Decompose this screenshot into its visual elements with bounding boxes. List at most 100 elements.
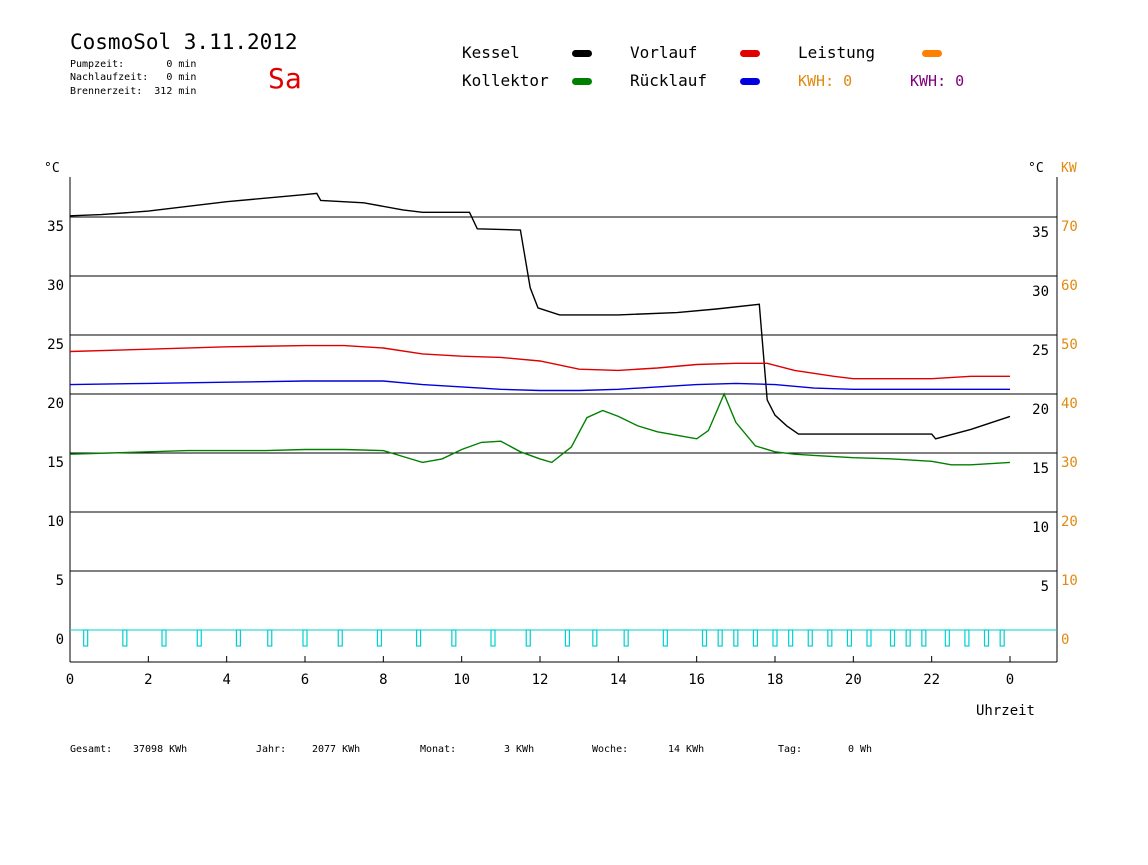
pump-pulse-marker	[122, 629, 128, 647]
x-tick-label: 18	[767, 672, 784, 688]
y-tick-label-kw: 50	[1061, 337, 1078, 353]
x-tick-label: 20	[845, 672, 862, 688]
y-tick-label-right: 20	[1032, 402, 1049, 418]
y-axis-unit-kw: KW	[1061, 161, 1077, 176]
y-tick-label-left: 20	[47, 396, 64, 412]
kwh-counter-purple: KWH: 0	[910, 72, 965, 90]
footer-woche-label: Woche:	[592, 744, 629, 755]
y-tick-label-right: 35	[1032, 225, 1049, 241]
chart-title: CosmoSol 3.11.2012	[70, 30, 298, 54]
pump-pulse-marker	[827, 629, 833, 647]
pump-pulse-marker	[525, 629, 531, 647]
pump-pulse-marker	[302, 629, 308, 647]
x-tick-label: 0	[1006, 672, 1014, 688]
pump-pulse-marker	[161, 629, 167, 647]
footer-tag-value: 0 Wh	[848, 744, 873, 755]
pump-pulse-marker	[592, 629, 598, 647]
legend-label-kessel: Kessel	[462, 43, 520, 62]
pump-pulse-marker	[717, 629, 723, 647]
pump-pulse-marker	[376, 629, 383, 647]
x-axis-label: Uhrzeit	[976, 703, 1035, 719]
footer-gesamt-label: Gesamt:	[70, 744, 113, 755]
legend-label-leistung: Leistung	[798, 43, 876, 62]
footer-gesamt-value: 37098 KWh	[133, 744, 188, 755]
y-tick-label-left: 5	[56, 573, 64, 589]
y-tick-label-kw: 60	[1061, 278, 1078, 294]
y-tick-label-left: 10	[47, 514, 64, 530]
pump-pulse-marker	[415, 629, 422, 647]
x-tick-label: 0	[66, 672, 74, 688]
pump-pulse-marker	[752, 629, 759, 647]
legend-swatch-kessel	[572, 50, 592, 57]
pump-pulse-marker	[451, 629, 457, 647]
legend-swatch-vorlauf	[740, 50, 760, 57]
pump-pulse-marker	[866, 629, 872, 647]
legend-label-vorlauf: Vorlauf	[630, 43, 698, 62]
pump-pulse-marker	[701, 629, 708, 647]
temperature-chart: 0 2 4 6 8 10 12 14 16 18 20 22 035302520151050353025…	[44, 161, 1078, 719]
x-tick-label: 14	[610, 672, 627, 688]
footer-jahr-label: Jahr:	[256, 744, 287, 755]
pump-pulse-marker	[944, 629, 950, 647]
pump-pulse-marker	[788, 629, 794, 647]
y-tick-label-kw: 20	[1061, 514, 1078, 530]
stat-nachlaufzeit: Nachlaufzeit: 0 min	[70, 72, 197, 83]
pump-pulse-marker	[564, 629, 571, 647]
series-line-ruecklauf	[69, 380, 1010, 392]
pump-pulse-marker	[807, 629, 813, 647]
y-tick-label-kw: 30	[1061, 455, 1078, 471]
weekday-label: Sa	[268, 62, 302, 95]
pump-pulse-marker	[983, 629, 990, 647]
footer-woche-value: 14 KWh	[668, 744, 705, 755]
y-tick-label-left: 25	[47, 337, 64, 353]
pump-pulse-marker	[964, 629, 970, 647]
legend-label-kollektor: Kollektor	[462, 71, 549, 90]
x-tick-label: 12	[532, 672, 549, 688]
pump-pulse-marker	[772, 629, 778, 647]
series-line-kollektor	[69, 392, 1011, 466]
y-axis-unit-left: °C	[44, 161, 60, 176]
y-tick-label-right: 10	[1032, 520, 1049, 536]
x-tick-label: 2	[144, 672, 152, 688]
y-tick-label-kw: 70	[1061, 219, 1078, 235]
x-tick-label: 8	[379, 672, 387, 688]
footer-tag-label: Tag:	[778, 744, 803, 755]
footer-jahr-value: 2077 KWh	[312, 744, 361, 755]
x-tick-label: 4	[222, 672, 230, 688]
stat-brennerzeit: Brennerzeit: 312 min	[70, 86, 197, 97]
y-tick-label-left: 0	[56, 632, 64, 648]
pump-pulse-marker	[196, 629, 202, 647]
y-tick-label-right: 30	[1032, 284, 1049, 300]
y-tick-label-left: 35	[47, 219, 64, 235]
footer-monat-value: 3 KWh	[504, 744, 535, 755]
x-tick-label: 22	[923, 672, 940, 688]
legend-swatch-ruecklauf	[740, 78, 760, 85]
pump-pulse-marker	[999, 629, 1005, 647]
pump-pulse-marker	[846, 629, 853, 647]
y-tick-label-left: 15	[47, 455, 64, 471]
y-tick-label-kw: 10	[1061, 573, 1078, 589]
pump-pulse-marker	[733, 629, 739, 647]
x-tick-label: 6	[301, 672, 309, 688]
pump-pulse-marker	[235, 629, 242, 647]
pump-pulse-marker	[662, 629, 668, 647]
series-line-kessel	[69, 192, 1011, 440]
y-tick-label-kw: 40	[1061, 396, 1078, 412]
pump-pulse-marker	[889, 629, 896, 647]
pump-pulse-marker	[337, 629, 343, 647]
y-tick-label-right: 5	[1041, 579, 1049, 595]
legend-swatch-leistung	[922, 50, 942, 57]
kwh-counter-orange: KWH: 0	[798, 72, 853, 90]
pump-pulse-marker	[623, 629, 629, 647]
y-axis-unit-right: °C	[1028, 161, 1044, 176]
series-line-vorlauf	[69, 344, 1010, 380]
y-tick-label-kw: 0	[1061, 632, 1069, 648]
x-tick-label: 10	[453, 672, 470, 688]
energy-totals-footer: Gesamt: 37098 KWh Jahr: 2077 KWh Monat: …	[70, 744, 872, 865]
pump-pulse-marker	[905, 629, 911, 647]
pump-pulse-marker	[83, 629, 89, 647]
y-tick-label-right: 15	[1032, 461, 1049, 477]
x-tick-label: 16	[688, 672, 705, 688]
pump-pulse-marker	[490, 629, 496, 647]
pump-pulse-marker	[921, 629, 927, 647]
